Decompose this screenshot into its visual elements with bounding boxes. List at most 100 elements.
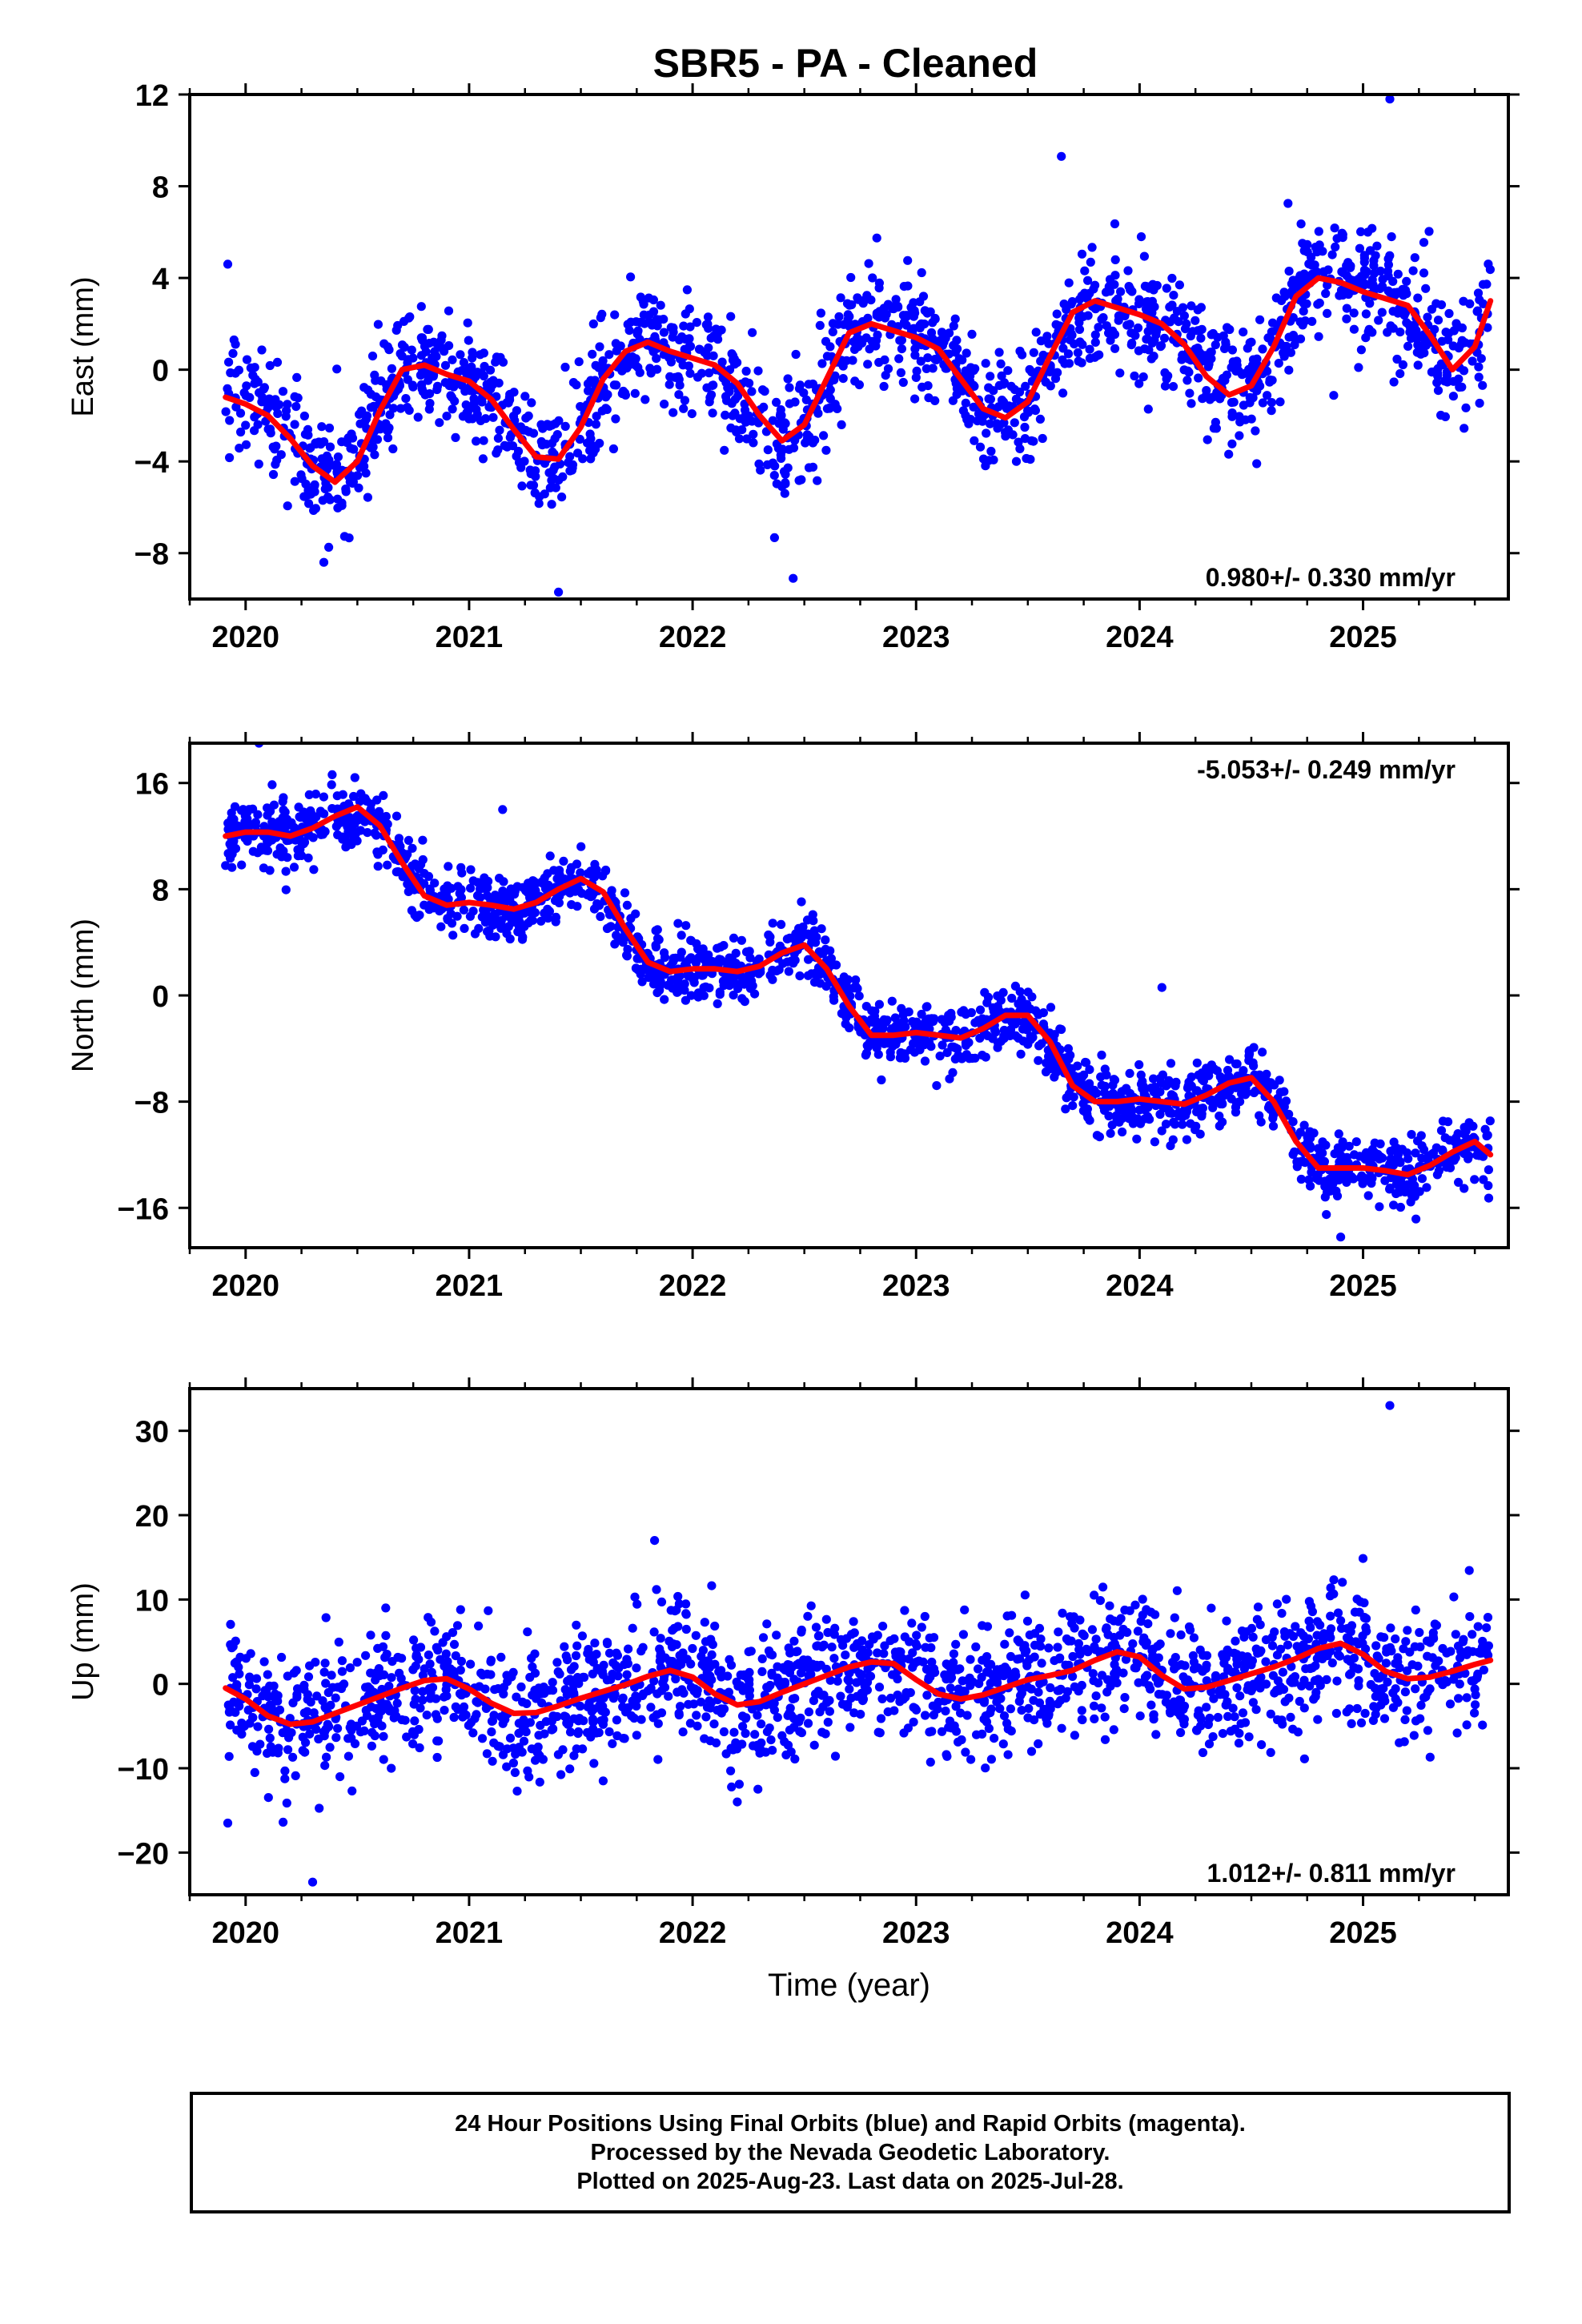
east-data-point (997, 371, 1006, 380)
east-data-point (1064, 278, 1074, 287)
north-data-point (346, 821, 355, 830)
east-data-point (880, 355, 889, 364)
up-data-point (523, 1627, 532, 1637)
north-data-point (408, 861, 417, 870)
east-data-point (373, 320, 383, 329)
east-data-point (597, 406, 607, 416)
up-data-point (833, 1676, 842, 1686)
up-data-point (1235, 1691, 1245, 1701)
up-data-point (673, 1687, 682, 1697)
up-data-point (785, 1703, 795, 1713)
up-data-point (681, 1599, 691, 1609)
up-data-point (1176, 1630, 1186, 1640)
up-data-point (951, 1639, 961, 1649)
north-data-point (1305, 1127, 1315, 1136)
north-data-point (719, 981, 729, 991)
east-data-point (861, 333, 871, 343)
north-data-point (737, 935, 747, 945)
east-data-point (513, 446, 524, 456)
north-data-point (1170, 1120, 1180, 1129)
east-data-point (1405, 328, 1415, 337)
east-data-point (819, 431, 829, 440)
north-data-point (576, 868, 585, 878)
east-data-point (1395, 369, 1405, 379)
up-data-point (1149, 1711, 1158, 1720)
east-data-point (1198, 351, 1207, 360)
east-data-point (488, 376, 498, 385)
north-data-point (1395, 1202, 1405, 1212)
north-data-point (281, 866, 291, 876)
up-data-point (1309, 1695, 1319, 1704)
north-data-point (1038, 1019, 1048, 1029)
east-data-point (1022, 453, 1031, 464)
east-data-point (400, 343, 409, 352)
east-data-point (704, 324, 713, 333)
east-data-point (1287, 279, 1296, 288)
north-data-point (259, 822, 269, 831)
east-data-point (1227, 439, 1237, 448)
north-data-point (689, 978, 699, 987)
east-data-point (822, 404, 832, 413)
north-data-point (375, 806, 384, 817)
up-data-point (867, 1632, 877, 1642)
east-data-point (898, 377, 908, 388)
north-data-point (1451, 1153, 1460, 1163)
north-data-point (797, 897, 806, 907)
east-data-point (1001, 432, 1010, 441)
up-data-point (907, 1618, 917, 1628)
east-data-point (224, 357, 234, 367)
east-data-point (1168, 382, 1178, 392)
up-data-point (1272, 1599, 1282, 1609)
north-data-point (716, 943, 725, 952)
east-data-point (834, 312, 844, 322)
north-data-point (223, 825, 233, 834)
up-data-point (508, 1758, 519, 1768)
east-data-point (916, 356, 926, 366)
north-data-point (528, 884, 538, 894)
east-data-point (1104, 282, 1114, 292)
east-data-point (1279, 287, 1289, 297)
north-data-point (745, 953, 755, 963)
north-outlier-point (1157, 983, 1166, 992)
east-data-point (1010, 418, 1019, 428)
east-data-point (853, 293, 862, 303)
north-data-point (926, 1042, 936, 1051)
up-data-point (1077, 1680, 1086, 1691)
east-data-point (1275, 397, 1285, 407)
east-data-point (435, 418, 444, 428)
north-data-point (1034, 1055, 1043, 1065)
east-data-point (588, 319, 598, 329)
north-data-point (498, 887, 508, 896)
up-data-point (1207, 1603, 1216, 1613)
north-data-point (598, 871, 608, 881)
east-data-point (986, 394, 995, 404)
east-data-point (1413, 293, 1423, 303)
north-data-point (1183, 1081, 1193, 1091)
north-data-point (505, 934, 515, 944)
north-outlier-point (1336, 1232, 1346, 1242)
east-data-point (681, 335, 690, 344)
north-data-point (559, 856, 568, 866)
east-data-point (912, 366, 921, 376)
up-data-point (1423, 1726, 1432, 1735)
east-data-point (1208, 392, 1218, 402)
north-data-point (1125, 1068, 1134, 1078)
up-data-point (440, 1706, 449, 1715)
east-data-point (1136, 232, 1146, 242)
east-outlier-point (1057, 151, 1066, 161)
north-data-point (1155, 1074, 1165, 1084)
north-data-point (518, 932, 528, 942)
north-data-point (1157, 1126, 1166, 1136)
east-data-point (668, 332, 677, 342)
up-data-point (573, 1727, 584, 1737)
up-data-point (842, 1703, 852, 1712)
up-data-point (666, 1606, 676, 1615)
north-data-point (319, 809, 329, 818)
east-data-point (1038, 350, 1048, 360)
north-y-tick-label: 0 (152, 980, 169, 1014)
east-data-point (583, 438, 592, 448)
east-data-point (1356, 227, 1366, 236)
north-data-point (606, 922, 616, 931)
east-data-point (742, 434, 752, 444)
east-data-point (1126, 328, 1136, 338)
